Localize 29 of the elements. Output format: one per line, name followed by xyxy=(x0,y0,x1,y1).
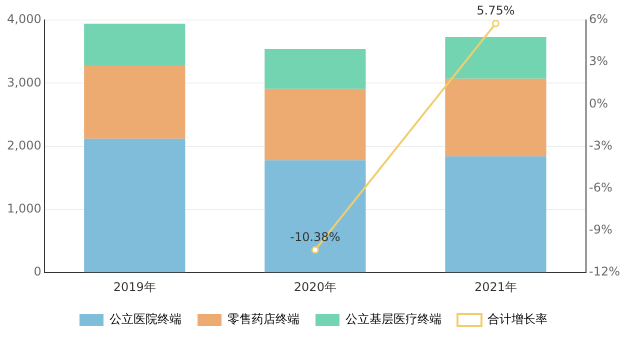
y-tick-label: 3,000 xyxy=(6,75,42,90)
y2-tick-label: -12% xyxy=(589,264,620,279)
bar xyxy=(445,156,546,272)
y2-tick-label: 3% xyxy=(589,54,608,68)
y2-tick-label: -6% xyxy=(589,180,612,195)
y-tick-label: 1,000 xyxy=(6,202,42,216)
y2-tick-label: 0% xyxy=(589,96,608,110)
bar xyxy=(445,37,546,79)
y-tick-label: 2,000 xyxy=(6,138,42,152)
bar xyxy=(264,88,366,160)
y-tick-label: 0 xyxy=(34,264,42,279)
legend-label: 零售药店终端 xyxy=(228,312,300,326)
bar xyxy=(84,24,186,66)
bar xyxy=(84,138,186,272)
legend-label: 合计增长率 xyxy=(488,312,548,326)
y2-tick-label: -3% xyxy=(589,138,612,152)
legend-label: 公立基层医疗终端 xyxy=(346,312,442,326)
bar xyxy=(84,65,186,139)
x-tick-label: 2021年 xyxy=(474,280,517,294)
x-tick-label: 2019年 xyxy=(113,280,156,294)
y2-tick-label: -9% xyxy=(589,222,612,237)
y2-tick-label: 6% xyxy=(589,12,608,26)
bar xyxy=(264,160,366,272)
legend-label: 公立医院终端 xyxy=(110,312,182,326)
data-label: 5.75% xyxy=(476,4,515,18)
bar xyxy=(445,78,546,156)
y-tick-label: 4,000 xyxy=(6,12,42,26)
x-tick-label: 2020年 xyxy=(294,280,336,294)
bar xyxy=(264,49,366,89)
